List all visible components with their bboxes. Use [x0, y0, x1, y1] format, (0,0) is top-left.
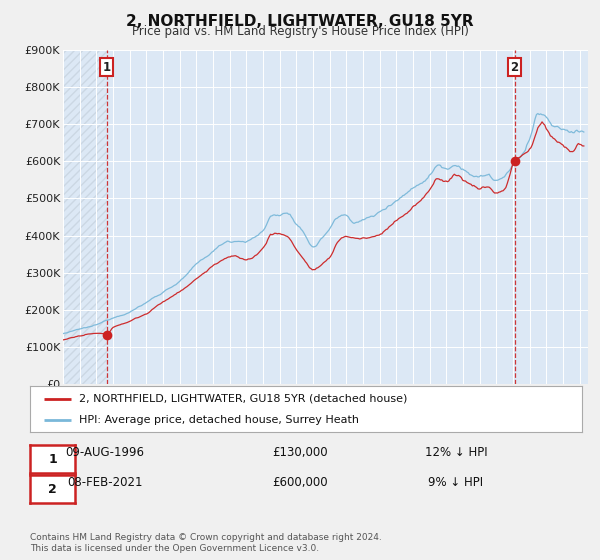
- Text: Contains HM Land Registry data © Crown copyright and database right 2024.
This d: Contains HM Land Registry data © Crown c…: [30, 533, 382, 553]
- Text: 2, NORTHFIELD, LIGHTWATER, GU18 5YR: 2, NORTHFIELD, LIGHTWATER, GU18 5YR: [126, 14, 474, 29]
- Text: 12% ↓ HPI: 12% ↓ HPI: [425, 446, 487, 459]
- Text: Price paid vs. HM Land Registry's House Price Index (HPI): Price paid vs. HM Land Registry's House …: [131, 25, 469, 38]
- Text: £600,000: £600,000: [272, 476, 328, 489]
- Text: 09-AUG-1996: 09-AUG-1996: [65, 446, 145, 459]
- Text: 1: 1: [103, 60, 111, 73]
- Text: £130,000: £130,000: [272, 446, 328, 459]
- Text: HPI: Average price, detached house, Surrey Heath: HPI: Average price, detached house, Surr…: [79, 415, 359, 425]
- Bar: [63, 50, 107, 384]
- Text: 2: 2: [511, 60, 519, 73]
- Text: 2, NORTHFIELD, LIGHTWATER, GU18 5YR (detached house): 2, NORTHFIELD, LIGHTWATER, GU18 5YR (det…: [79, 394, 407, 404]
- Text: 1: 1: [48, 452, 57, 466]
- Text: 08-FEB-2021: 08-FEB-2021: [67, 476, 143, 489]
- Text: 9% ↓ HPI: 9% ↓ HPI: [428, 476, 484, 489]
- Text: 2: 2: [48, 483, 57, 496]
